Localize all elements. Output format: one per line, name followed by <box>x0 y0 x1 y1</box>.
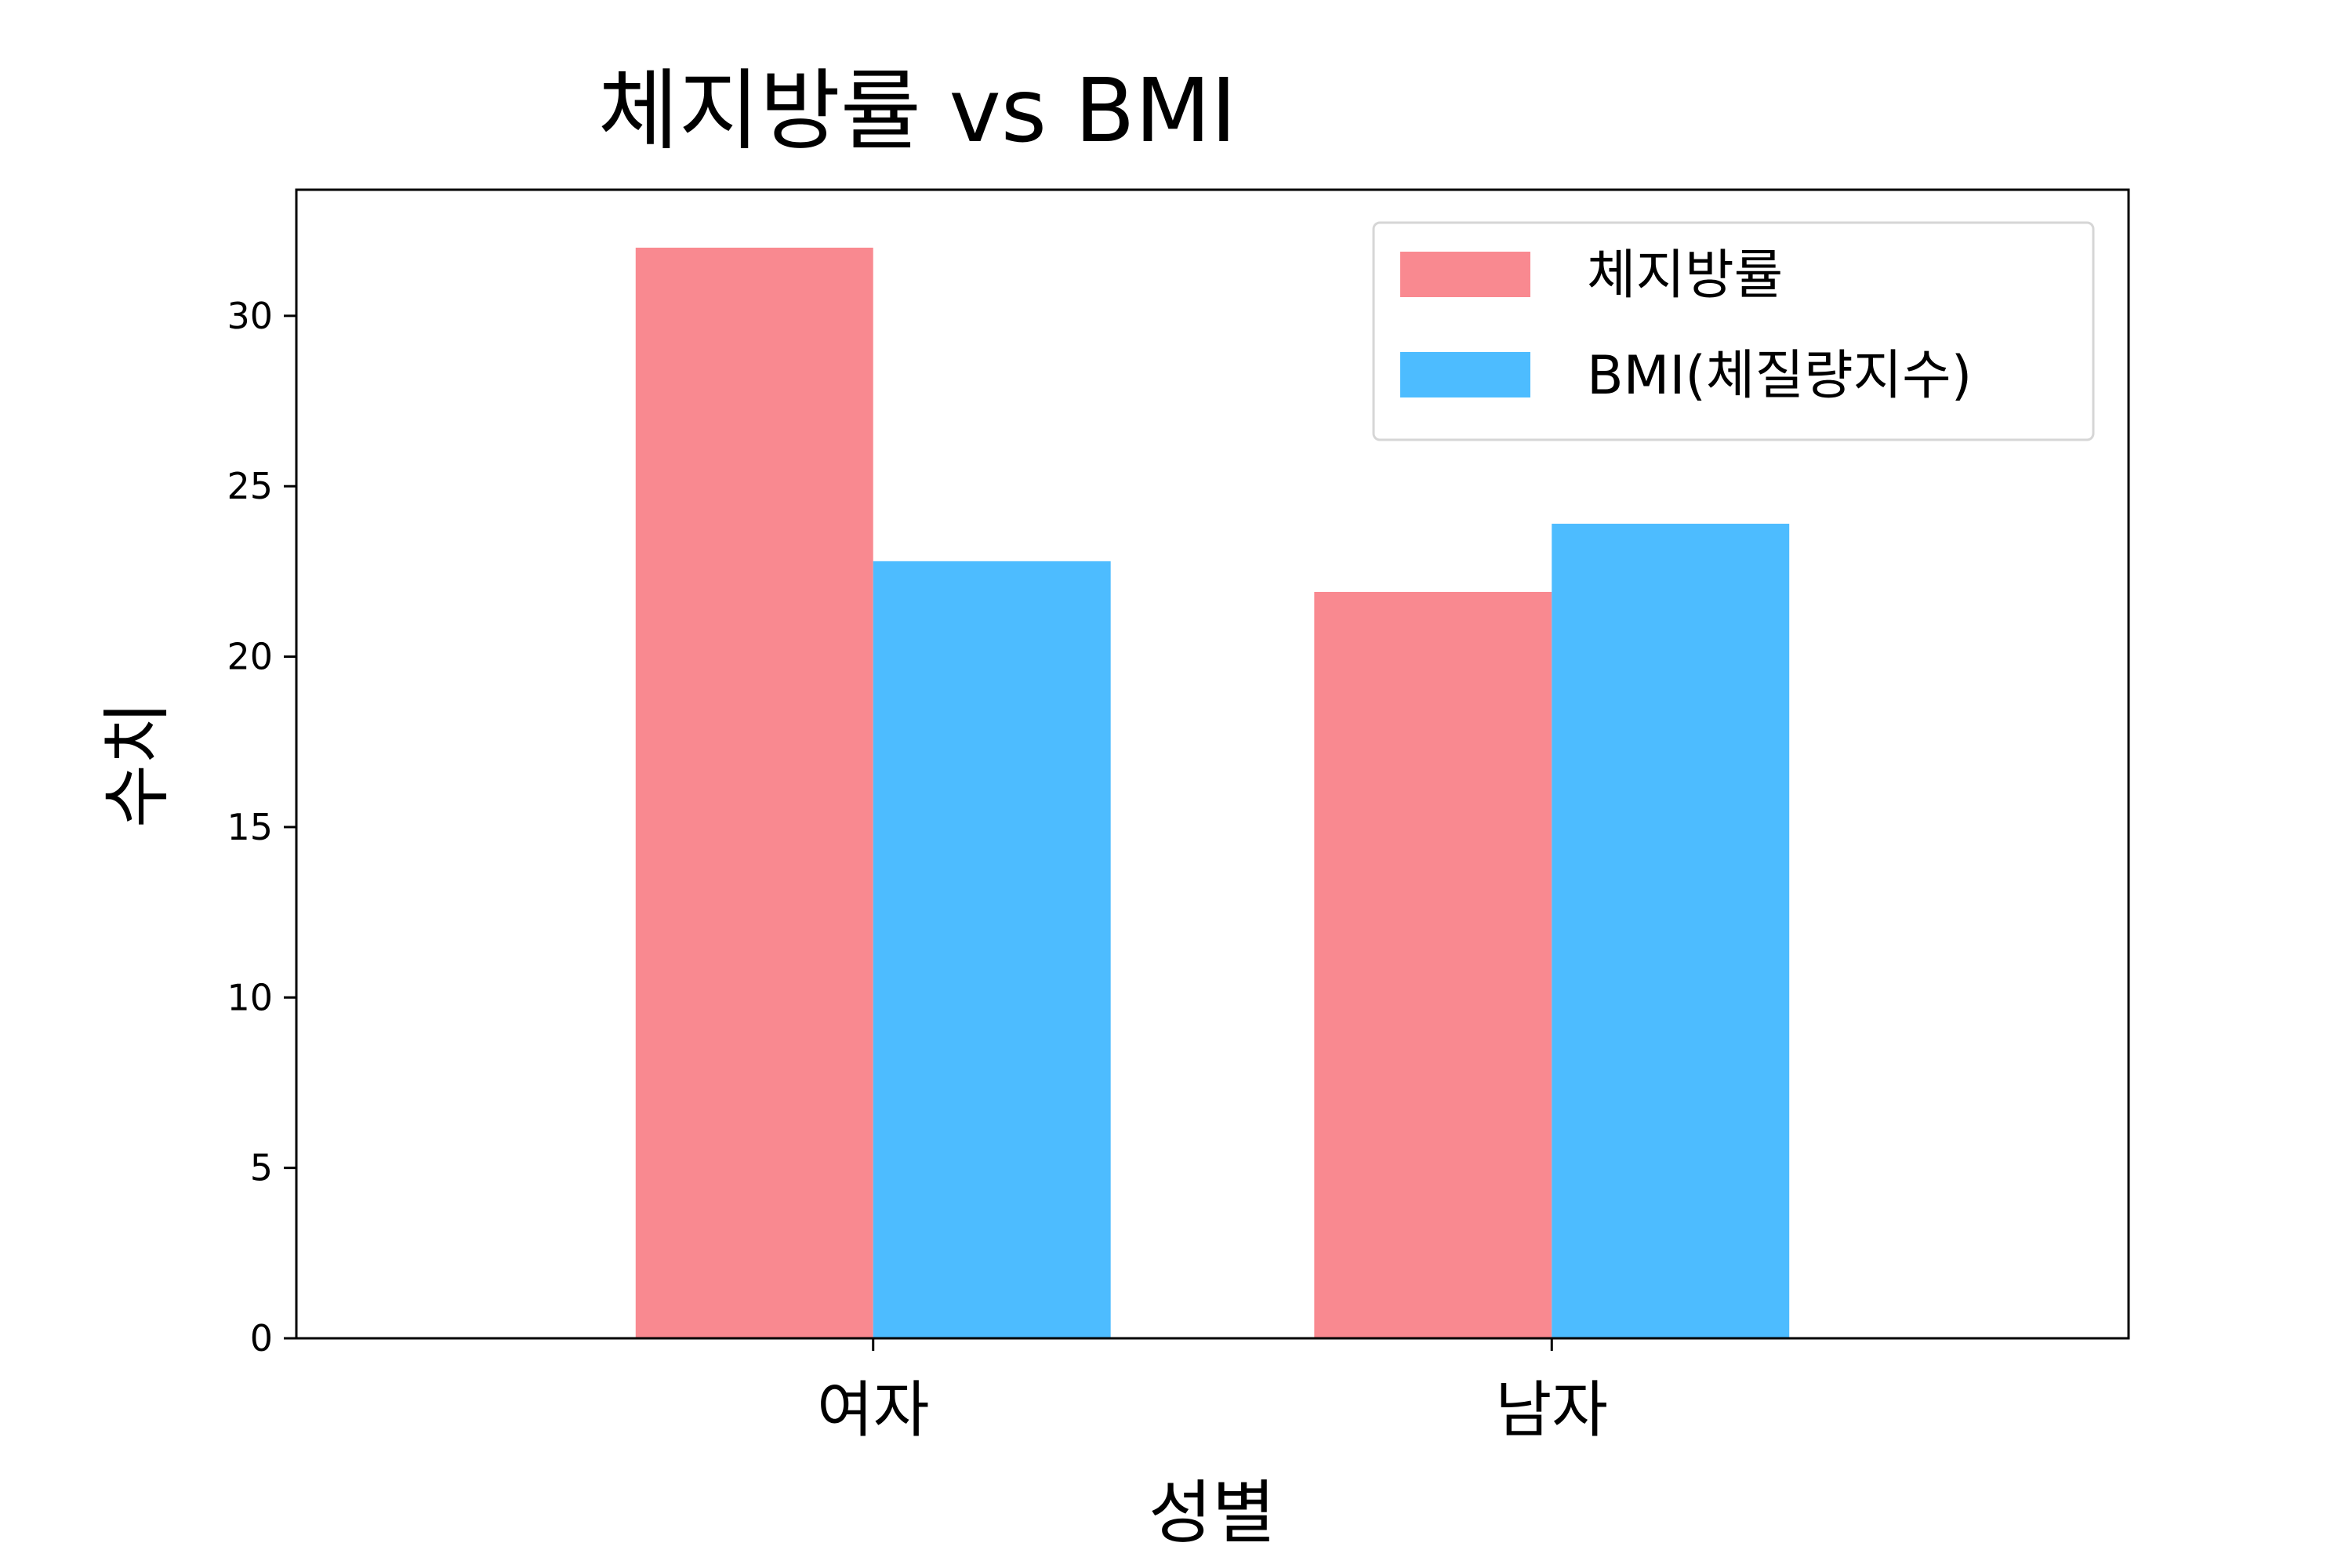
bar-bmi-1 <box>1552 524 1790 1339</box>
chart-title: 체지방률 vs BMI <box>598 60 1237 162</box>
y-tick-label: 30 <box>227 295 273 337</box>
y-tick-label: 25 <box>227 465 273 507</box>
y-axis-label: 수치 <box>96 701 177 828</box>
legend-swatch-bmi <box>1400 352 1530 397</box>
y-tick-label: 5 <box>250 1147 273 1189</box>
legend-label-body-fat: 체지방률 <box>1587 245 1783 307</box>
x-tick-label: 남자 <box>1496 1375 1609 1446</box>
x-axis-label: 성별 <box>1149 1472 1276 1553</box>
legend: 체지방률 BMI(체질량지수) <box>1372 221 2095 441</box>
bars-layer <box>635 247 1790 1339</box>
bar-bmi-0 <box>873 561 1111 1338</box>
legend-label-bmi: BMI(체질량지수) <box>1587 345 1972 407</box>
y-tick-label: 10 <box>227 976 273 1018</box>
y-tick-label: 20 <box>227 636 273 678</box>
bar-body-fat-1 <box>1314 591 1552 1338</box>
x-axis: 여자 남자 <box>817 1338 1608 1446</box>
y-axis: 0 5 10 15 20 25 30 <box>227 295 296 1359</box>
bar-body-fat-0 <box>635 247 873 1338</box>
y-tick-label: 15 <box>227 806 273 848</box>
y-tick-label: 0 <box>250 1317 273 1359</box>
legend-swatch-body-fat <box>1400 252 1530 297</box>
plot-frame <box>295 188 2130 1340</box>
x-tick-label: 여자 <box>817 1375 930 1446</box>
legend-frame <box>1372 221 2095 441</box>
